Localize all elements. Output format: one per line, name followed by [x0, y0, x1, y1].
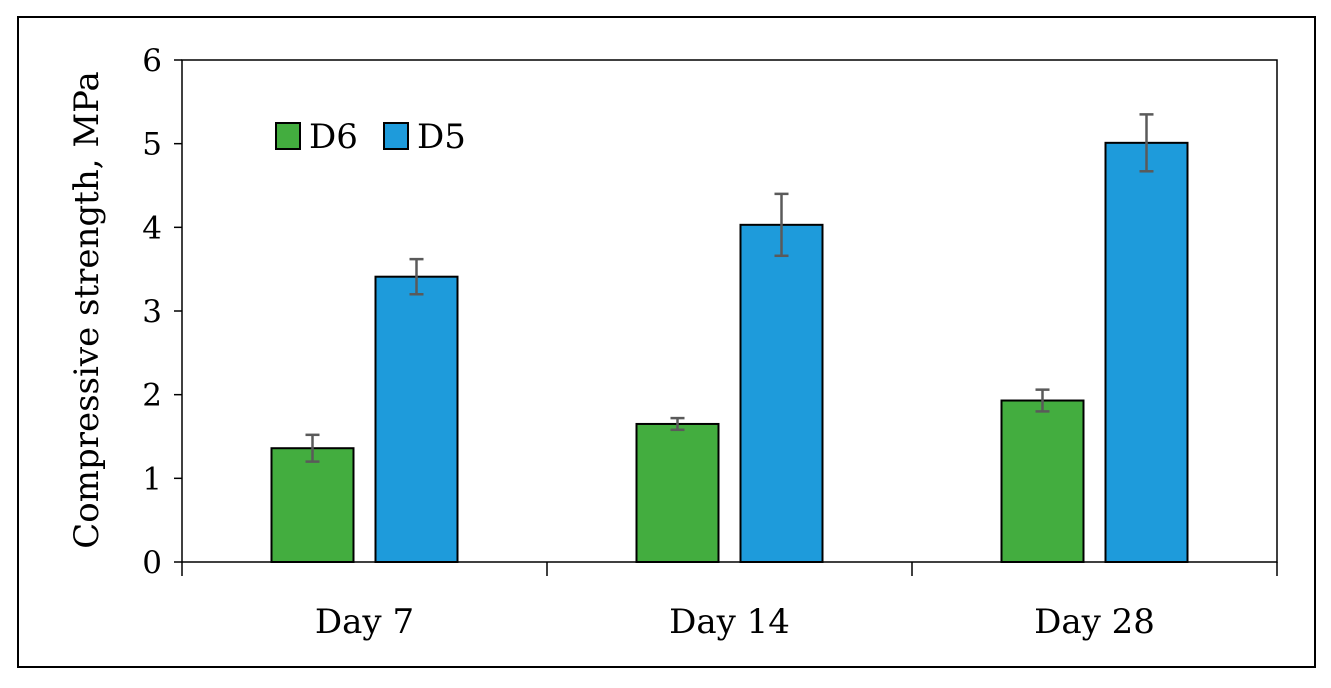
y-tick-label: 3	[142, 294, 162, 330]
legend-label-d6: D6	[309, 117, 358, 157]
y-axis-title: Compressive strength, MPa	[67, 71, 107, 549]
bar-d5-day-28	[1104, 141, 1189, 564]
y-tick-label: 6	[142, 43, 162, 79]
bar-d5-day-14	[739, 223, 824, 563]
bar-d6-day-14	[635, 422, 720, 564]
y-tick-label: 0	[142, 545, 162, 581]
x-tick-label: Day 7	[315, 602, 414, 642]
legend-swatch-d6	[275, 122, 301, 150]
x-tick-label: Day 14	[669, 602, 790, 642]
legend-label-d5: D5	[417, 117, 466, 157]
legend-swatch-d5	[383, 122, 409, 150]
bar-d6-day-28	[1000, 399, 1085, 564]
y-tick-label: 1	[142, 461, 162, 497]
y-tick-label: 2	[142, 378, 162, 414]
bar-d6-day-7	[270, 447, 355, 564]
bar-d5-day-7	[374, 275, 459, 563]
y-tick-label: 5	[142, 127, 162, 163]
x-tick-label: Day 28	[1034, 602, 1155, 642]
y-tick-label: 4	[142, 210, 162, 246]
